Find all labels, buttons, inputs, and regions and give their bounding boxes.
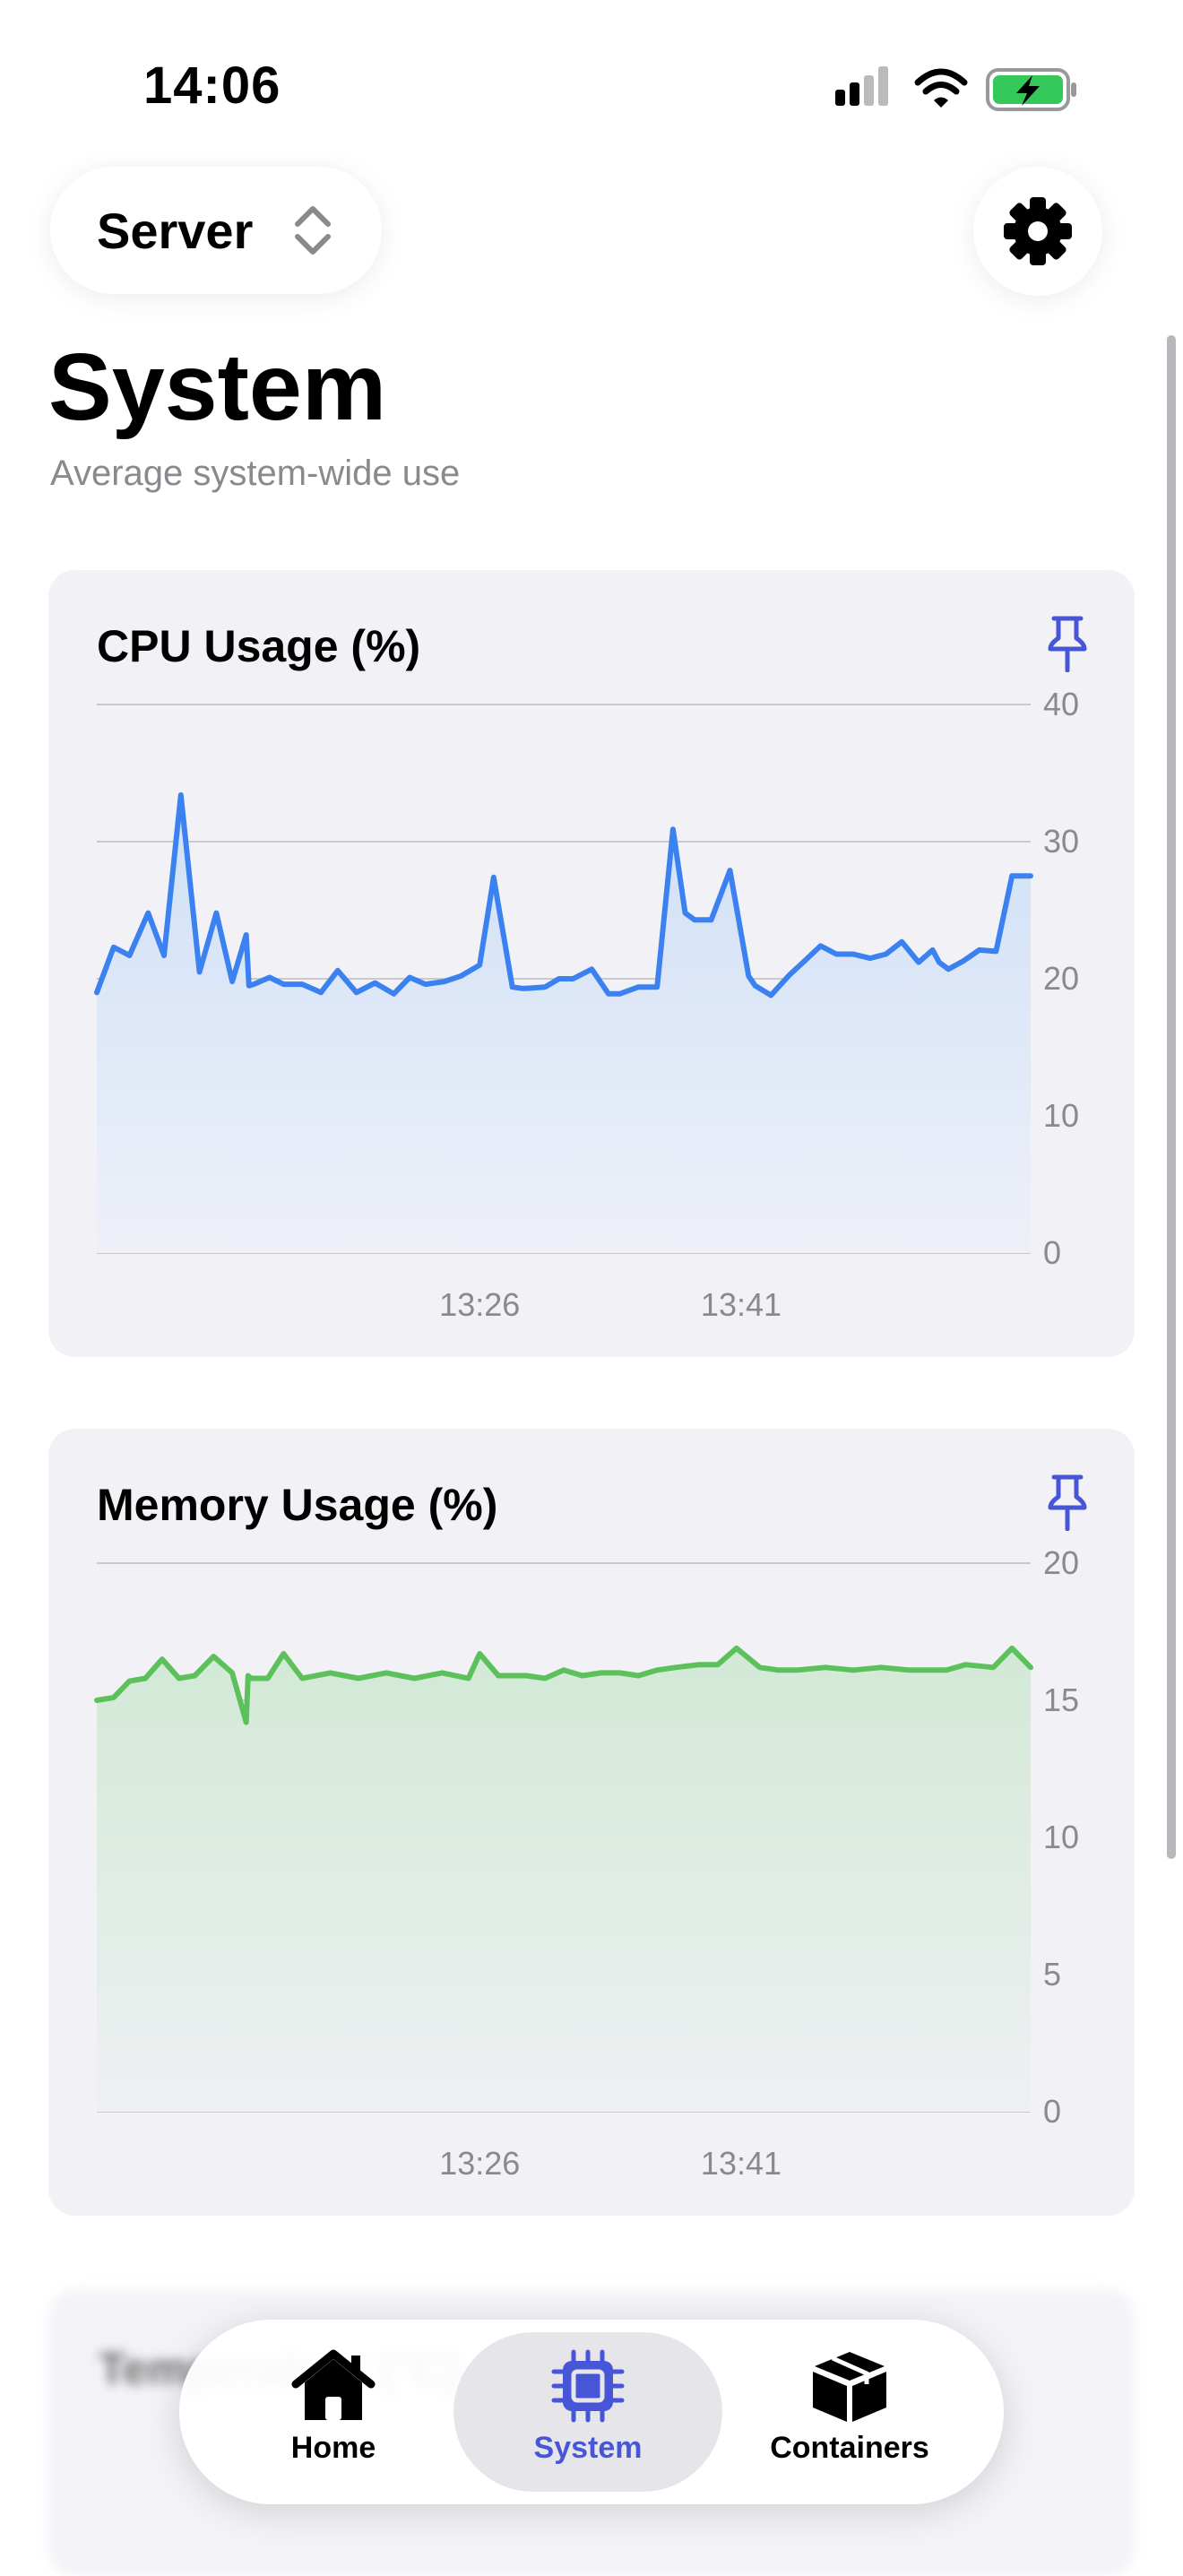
tab-bar: Home System Containers xyxy=(179,2320,1004,2504)
y-tick-label: 20 xyxy=(1043,1544,1079,1581)
tab-label: Containers xyxy=(770,2431,929,2465)
y-tick-label: 10 xyxy=(1043,1097,1079,1134)
series-line xyxy=(94,792,1033,998)
settings-button[interactable] xyxy=(973,167,1102,296)
y-tick-label: 20 xyxy=(1043,960,1079,997)
cpu-usage-card: CPU Usage (%) 0 10 20 30 40 13:26 13:41 xyxy=(48,570,1135,1357)
x-tick-label: 13:41 xyxy=(701,1286,781,1323)
chevron-up-down-icon xyxy=(295,206,331,255)
status-time: 14:06 xyxy=(143,56,281,115)
series-area xyxy=(97,1647,1031,2112)
tab-system[interactable]: System xyxy=(453,2332,722,2492)
scrollbar[interactable] xyxy=(1167,335,1176,1859)
y-tick-label: 0 xyxy=(1043,2093,1061,2130)
page-subtitle: Average system-wide use xyxy=(50,454,461,493)
gear-icon xyxy=(1004,197,1072,265)
y-tick-label: 30 xyxy=(1043,823,1079,860)
pin-icon[interactable] xyxy=(1047,1474,1088,1531)
server-label: Server xyxy=(97,202,254,259)
y-tick-label: 5 xyxy=(1043,1956,1061,1993)
y-tick-label: 10 xyxy=(1043,1819,1079,1855)
page-title: System xyxy=(48,334,387,440)
cpu-chart: 0 10 20 30 40 13:26 13:41 xyxy=(94,686,1079,1323)
tab-home[interactable]: Home xyxy=(199,2332,468,2492)
card-title: Memory Usage (%) xyxy=(97,1480,498,1530)
x-tick-label: 13:26 xyxy=(439,2145,520,2182)
pin-icon[interactable] xyxy=(1047,615,1088,672)
card-title: CPU Usage (%) xyxy=(97,621,421,671)
y-tick-label: 40 xyxy=(1043,686,1079,722)
shipping-box-icon xyxy=(813,2352,886,2422)
house-icon xyxy=(291,2349,376,2420)
battery-charging-icon xyxy=(986,68,1076,111)
series-area xyxy=(97,795,1031,1253)
tab-label: Home xyxy=(290,2431,376,2465)
cpu-chip-icon xyxy=(551,2349,625,2423)
x-tick-label: 13:26 xyxy=(439,1286,520,1323)
status-icons xyxy=(835,66,1076,111)
series-line xyxy=(94,1645,1033,1725)
x-tick-label: 13:41 xyxy=(701,2145,781,2182)
server-picker[interactable]: Server xyxy=(50,167,382,294)
wifi-icon xyxy=(914,68,968,108)
memory-usage-card: Memory Usage (%) 0 5 10 15 20 13:26 13:41 xyxy=(48,1429,1135,2216)
y-tick-label: 0 xyxy=(1043,1234,1061,1271)
y-tick-label: 15 xyxy=(1043,1681,1079,1718)
tab-containers[interactable]: Containers xyxy=(715,2332,984,2492)
tab-label: System xyxy=(533,2431,643,2465)
memory-chart: 0 5 10 15 20 13:26 13:41 xyxy=(94,1544,1079,2182)
cellular-signal-icon xyxy=(835,66,888,106)
